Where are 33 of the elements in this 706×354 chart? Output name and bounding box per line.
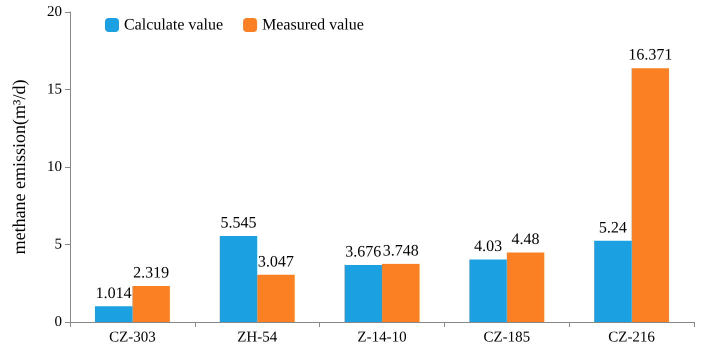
bar [594, 240, 632, 322]
x-tick-label: CZ-216 [608, 330, 656, 346]
legend-label: Calculate value [124, 16, 224, 34]
x-tick-label: CZ-185 [483, 330, 530, 346]
data-label: 4.03 [474, 238, 502, 256]
data-label: 3.047 [258, 253, 294, 270]
y-tick-label: 10 [47, 159, 62, 175]
data-label: 3.676 [345, 244, 382, 261]
bar [632, 68, 670, 322]
data-label: 1.014 [96, 284, 132, 302]
bar [94, 306, 132, 322]
bar [257, 274, 295, 322]
data-label: 4.48 [512, 231, 540, 248]
legend-label: Measured value [262, 16, 364, 34]
bar [132, 286, 170, 322]
data-label: 5.24 [598, 219, 627, 236]
bar [220, 236, 258, 322]
bar [382, 264, 420, 322]
x-tick-label: ZH-54 [237, 330, 278, 346]
data-label: 5.545 [220, 214, 256, 232]
data-label: 3.748 [382, 242, 419, 260]
bar [344, 265, 382, 322]
data-label: 2.319 [133, 264, 170, 282]
y-tick-label: 5 [54, 236, 62, 252]
data-label: 16.371 [628, 46, 672, 64]
y-tick-label: 20 [47, 4, 62, 20]
bar [506, 252, 544, 322]
y-tick-label: 15 [47, 82, 62, 98]
bar [469, 260, 507, 322]
x-tick-label: CZ-303 [109, 330, 156, 346]
y-tick-label: 0 [54, 314, 62, 330]
y-axis-title: methane emission(m³/d) [9, 80, 29, 254]
x-tick-label: Z-14-10 [357, 330, 407, 346]
